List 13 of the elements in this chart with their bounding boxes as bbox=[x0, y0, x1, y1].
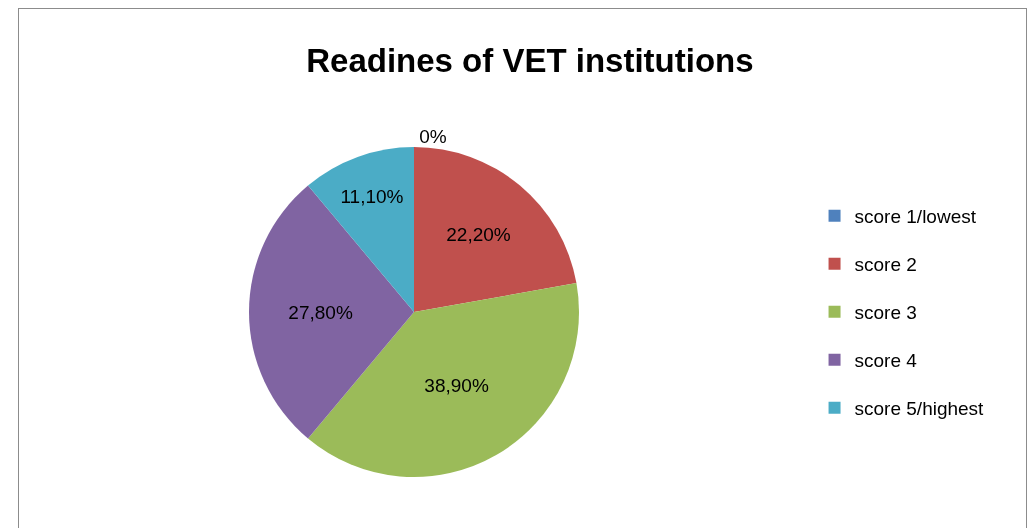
data-label: 27,80% bbox=[288, 301, 353, 323]
pie-slice bbox=[249, 185, 414, 439]
legend-label: score 2 bbox=[854, 254, 917, 276]
legend-label: score 3 bbox=[854, 302, 917, 324]
legend-label: score 5/highest bbox=[854, 398, 985, 420]
data-label: 38,90% bbox=[424, 375, 489, 397]
data-label: 11,10% bbox=[340, 185, 404, 207]
pie-slice bbox=[414, 147, 577, 312]
chart-title: Readines of VET institutions bbox=[306, 42, 754, 80]
text: 0% bbox=[419, 126, 447, 147]
legend-label: score 1/lowest bbox=[854, 206, 977, 228]
legend-label: score 4 bbox=[854, 350, 918, 372]
data-label: 22,20% bbox=[446, 224, 511, 246]
